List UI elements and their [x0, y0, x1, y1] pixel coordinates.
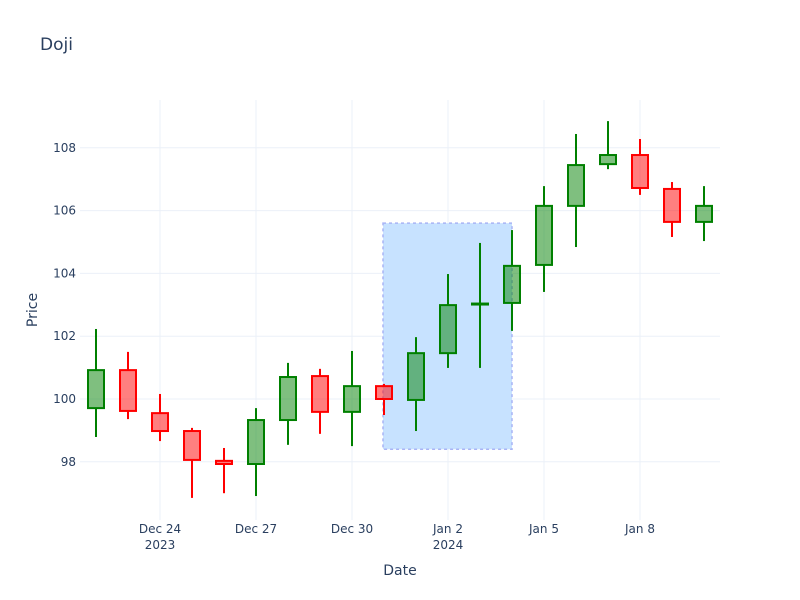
x-tick-label: Dec 24 [139, 522, 181, 536]
x-tick-year: 2024 [433, 538, 464, 552]
y-axis-ticks: 98 100 102 104 106 108 [53, 141, 76, 469]
candle-decreasing[interactable] [119, 351, 137, 420]
candle-decreasing[interactable] [183, 427, 201, 498]
candle-decreasing[interactable] [663, 182, 681, 237]
candle-decreasing[interactable] [375, 383, 393, 416]
candle-body [215, 459, 233, 465]
candle-body [311, 375, 329, 413]
x-tick-year: 2023 [145, 538, 176, 552]
candle-body [695, 204, 713, 223]
candle-body [503, 264, 521, 304]
x-tick-label: Dec 27 [235, 522, 277, 536]
x-tick-label: Jan 5 [528, 522, 559, 536]
candle-increasing[interactable] [695, 186, 713, 242]
candle-body [471, 302, 489, 306]
candle-increasing[interactable] [247, 408, 265, 497]
candle-body [631, 154, 649, 189]
x-tick-label: Jan 8 [624, 522, 655, 536]
x-tick-label: Jan 2 [432, 522, 463, 536]
candle-body [599, 154, 617, 166]
candle-increasing[interactable] [343, 350, 361, 447]
candle-body [567, 164, 585, 207]
candle-body [87, 369, 105, 410]
candle-increasing[interactable] [279, 362, 297, 445]
candles [87, 121, 713, 498]
candle-body [343, 385, 361, 413]
candle-increasing[interactable] [503, 230, 521, 331]
candle-body [439, 304, 457, 355]
candle-decreasing[interactable] [631, 139, 649, 195]
candle-body [279, 376, 297, 422]
y-axis-title: Price [25, 293, 41, 327]
candle-body [119, 369, 137, 412]
candle-increasing[interactable] [599, 121, 617, 170]
candle-body [407, 352, 425, 401]
candle-increasing[interactable] [471, 242, 489, 368]
candle-increasing[interactable] [567, 133, 585, 248]
candle-increasing[interactable] [87, 328, 105, 437]
x-axis-ticks: Dec 24 2023 Dec 27 Dec 30 Jan 2 2024 Jan 5 Jan … [139, 522, 655, 552]
x-tick-label: Dec 30 [331, 522, 373, 536]
y-tick-label: 100 [53, 392, 76, 406]
candle-body [535, 204, 553, 266]
y-tick-label: 106 [53, 204, 76, 218]
candle-body [663, 187, 681, 223]
candle-increasing[interactable] [439, 274, 457, 368]
candle-decreasing[interactable] [151, 393, 169, 442]
candle-body [151, 412, 169, 433]
candle-body [375, 385, 393, 401]
candle-body [183, 430, 201, 461]
y-tick-label: 98 [61, 455, 76, 469]
candle-increasing[interactable] [535, 186, 553, 292]
chart-title: Doji [40, 35, 73, 55]
candle-increasing[interactable] [407, 337, 425, 432]
x-axis-title: Date [383, 563, 416, 579]
candle-body [247, 419, 265, 465]
candle-decreasing[interactable] [311, 368, 329, 434]
candle-decreasing[interactable] [215, 447, 233, 494]
y-tick-label: 108 [53, 141, 76, 155]
y-tick-label: 104 [53, 266, 76, 280]
y-tick-label: 102 [53, 329, 76, 343]
